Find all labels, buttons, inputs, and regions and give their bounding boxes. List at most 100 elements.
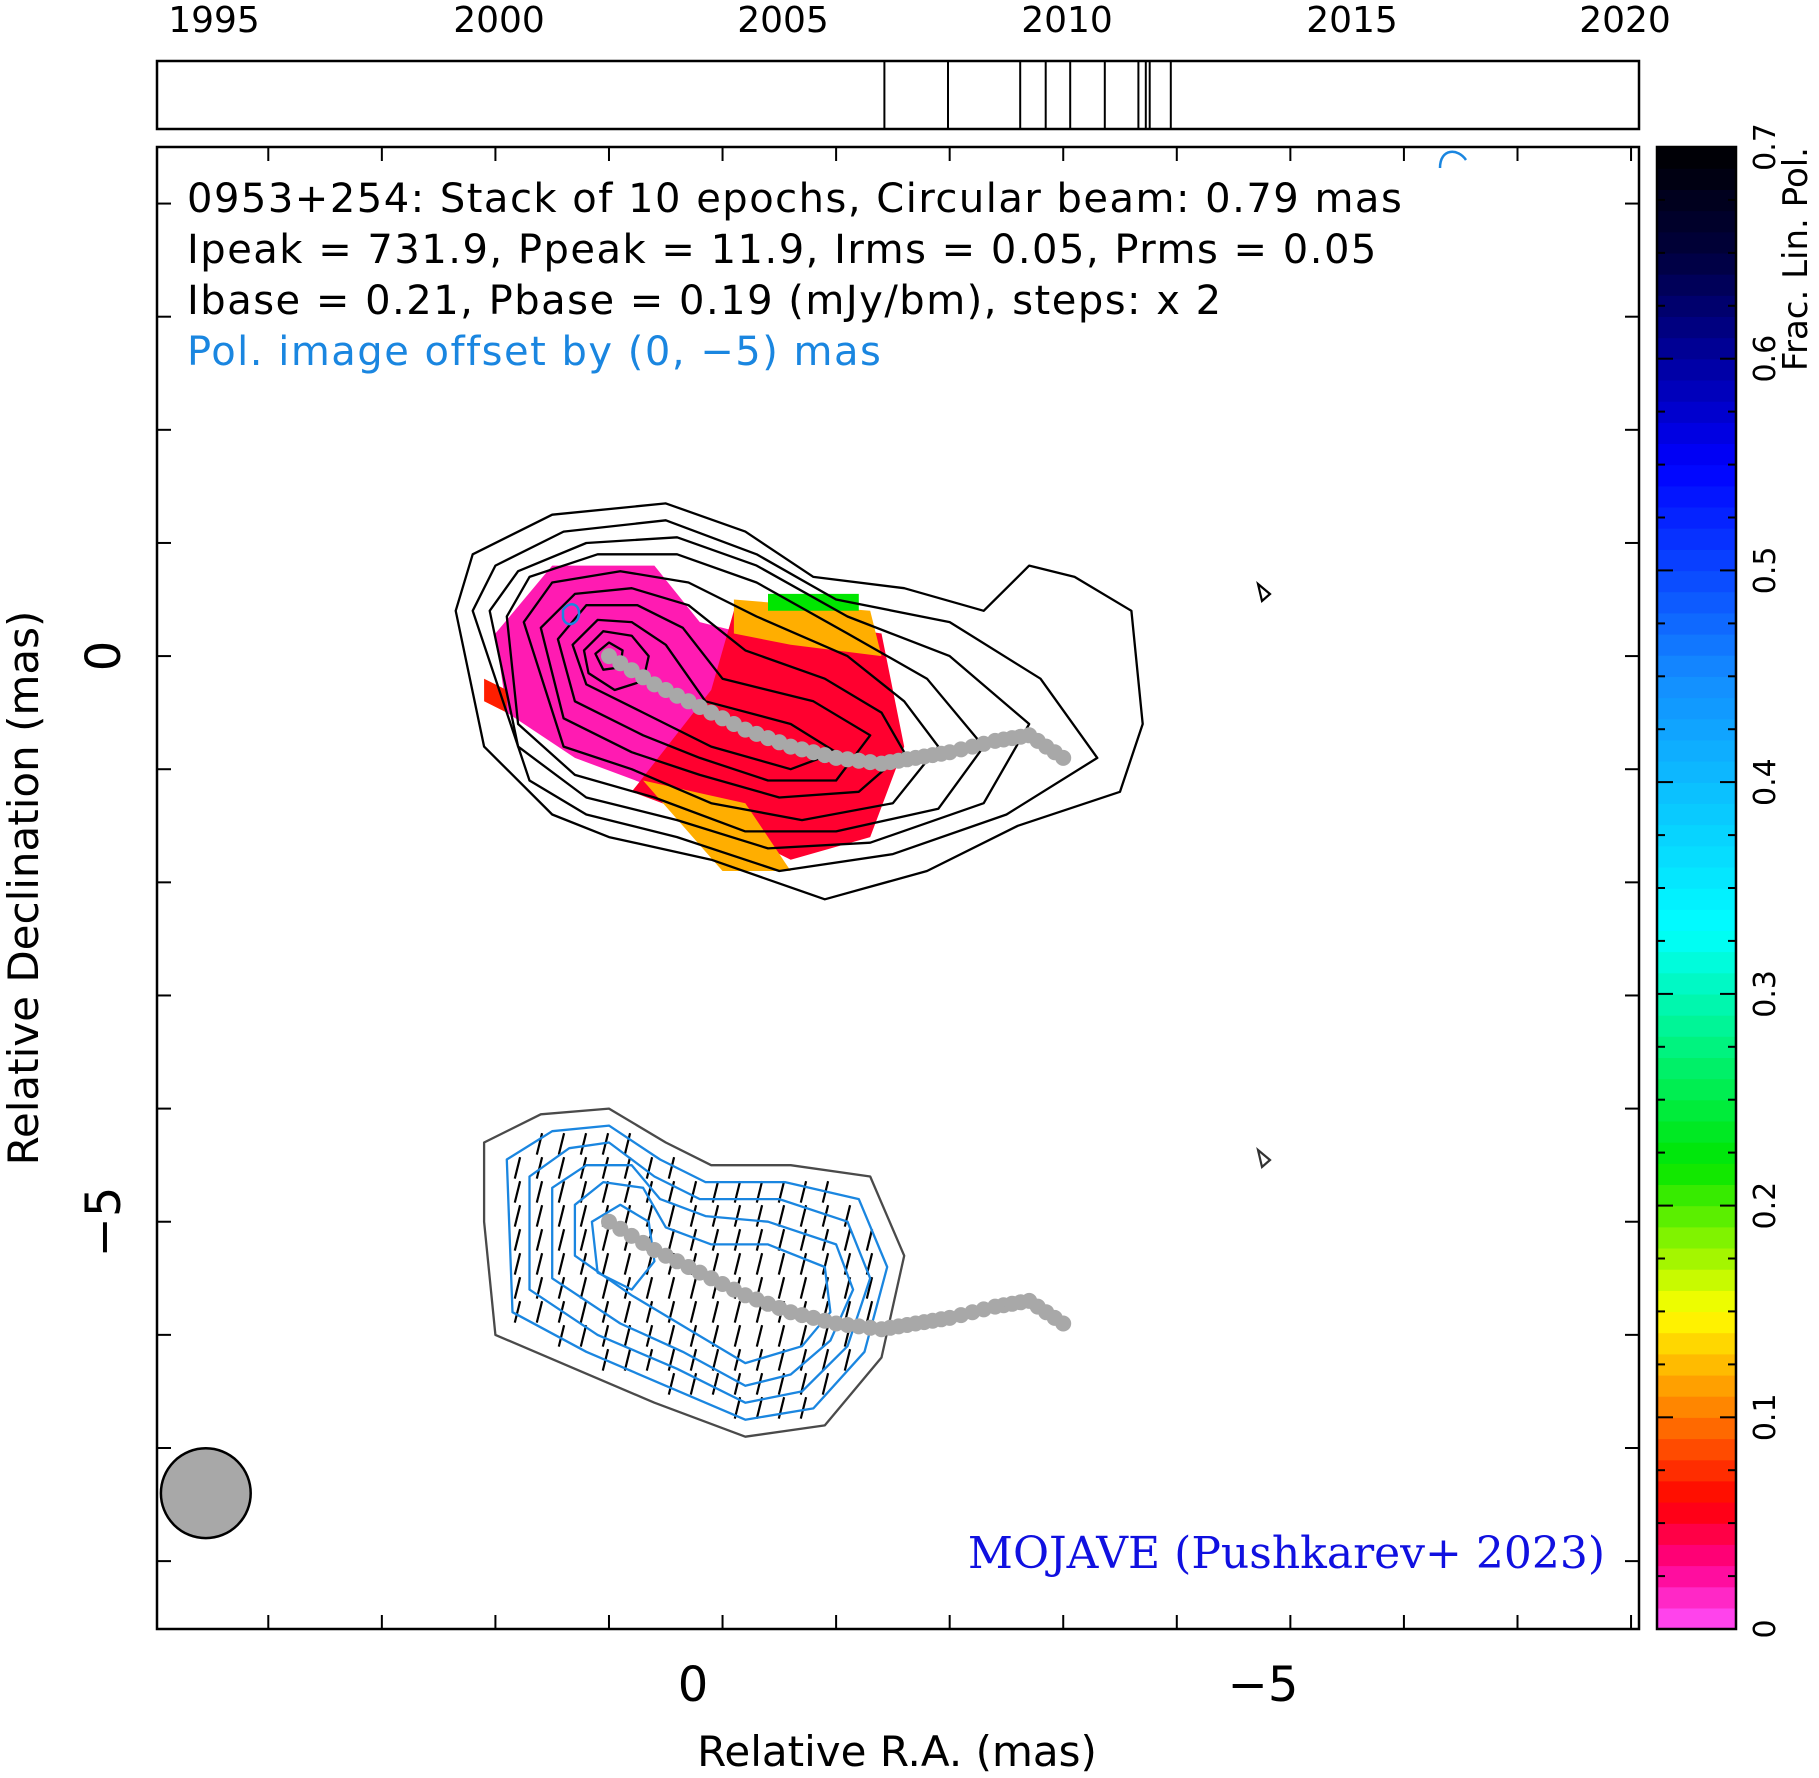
colorbar-step-36 [1657,845,1736,868]
colorbar-tick-label-5: 0.5 [1748,547,1783,595]
evpa-tick-137 [843,1348,852,1371]
beam-ellipse [159,1447,252,1540]
ridge-dot-1 [612,1220,629,1237]
evpa-tick-54 [733,1228,742,1251]
timeline-year-labels: 1995 2000 2005 2010 2015 2020 [168,0,1671,41]
evpa-tick-117 [667,1324,676,1347]
annotation-block: 0953+254: Stack of 10 epochs, Circular b… [187,176,1402,375]
evpa-tick-118 [689,1324,698,1347]
evpa-tick-138 [667,1372,676,1395]
colorbar-tick-label-0: 0 [1748,1619,1783,1638]
evpa-tick-98 [579,1300,588,1323]
evpa-tick-114 [601,1324,610,1347]
evpa-tick-100 [623,1300,632,1323]
epoch-timeline: 1995 2000 2005 2010 2015 2020 [155,0,1671,131]
evpa-tick-123 [799,1324,808,1347]
evpa-tick-7 [557,1156,566,1179]
evpa-tick-103 [689,1300,698,1323]
colorbar-step-44 [1657,676,1736,699]
intensity-contour-4 [522,570,940,822]
evpa-tick-104 [711,1300,720,1323]
ridge-dot-44 [1055,749,1072,766]
colorbar-step-66 [1657,210,1736,233]
colorbar-step-7 [1657,1459,1736,1482]
colorbar-ticks [1657,146,1736,1630]
evpa-tick-11 [645,1156,654,1179]
colorbar-step-3 [1657,1544,1736,1567]
year-label-2010: 2010 [1021,0,1113,41]
colorbar-step-41 [1657,739,1736,762]
evpa-tick-124 [821,1324,830,1347]
colorbar-step-69 [1657,147,1736,169]
evpa-tick-66 [623,1252,632,1275]
colorbar-step-33 [1657,909,1736,931]
evpa-tick-62 [535,1252,544,1275]
colorbar-step-10 [1657,1396,1736,1418]
evpa-tick-39 [755,1204,764,1227]
polarized-contour-1 [505,1124,889,1421]
timeline-epoch-markers [883,61,1172,129]
evpa-tick-19 [645,1180,654,1203]
evpa-tick-2 [579,1132,588,1155]
total-intensity-contours [454,502,1144,901]
evpa-tick-29 [535,1204,544,1227]
colorbar-step-55 [1657,443,1736,466]
colorbar-step-9 [1657,1417,1736,1440]
evpa-tick-63 [557,1252,566,1275]
annotation-line-2: Ipeak = 731.9, Ppeak = 11.9, Irms = 0.05… [187,227,1378,273]
colorbar-step-14 [1657,1311,1736,1334]
colorbar-step-12 [1657,1353,1736,1376]
colorbar-step-42 [1657,718,1736,741]
colorbar-step-62 [1657,295,1736,317]
colorbar-step-19 [1657,1205,1736,1228]
ridge-dot-44 [1055,1315,1072,1332]
evpa-tick-120 [733,1324,742,1347]
colorbar-step-56 [1657,422,1736,444]
colorbar-step-24 [1657,1099,1736,1122]
evpa-tick-99 [601,1300,610,1323]
colorbar-step-27 [1657,1036,1736,1058]
evpa-tick-95 [513,1300,522,1323]
evpa-tick-91 [799,1276,808,1299]
ridge-line-intensity [601,648,1072,772]
stray-contour-knot-1 [1256,581,1272,604]
colorbar-step-29 [1657,993,1736,1016]
colorbar-tick-label-2: 0.2 [1748,1182,1783,1230]
evpa-tick-4 [623,1132,632,1155]
evpa-tick-78 [513,1276,522,1299]
colorbar-step-28 [1657,1015,1736,1037]
evpa-tick-130 [689,1348,698,1371]
colorbar-step-63 [1657,274,1736,296]
jet-ridge-lines [601,648,1072,1338]
evpa-tick-80 [557,1276,566,1299]
colorbar-step-58 [1657,379,1736,402]
polarized-contour-0 [482,1107,906,1438]
intensity-contour-0 [454,502,1144,901]
colorbar-step-43 [1657,697,1736,720]
colorbar-step-35 [1657,866,1736,889]
evpa-tick-1 [557,1132,566,1155]
colorbar-step-37 [1657,824,1736,847]
timeline-frame [155,59,1641,131]
evpa-tick-131 [711,1348,720,1371]
colorbar-step-23 [1657,1120,1736,1143]
colorbar-step-8 [1657,1438,1736,1461]
evpa-tick-96 [535,1300,544,1323]
colorbar-tick-label-1: 0.1 [1748,1393,1783,1441]
evpa-tick-61 [513,1252,522,1275]
evpa-tick-122 [777,1324,786,1347]
stray-contour-top [1438,150,1468,169]
evpa-tick-6 [535,1156,544,1179]
frac-pol-region-3 [768,593,859,611]
evpa-tick-64 [579,1252,588,1275]
intensity-contour-7 [571,618,838,771]
evpa-tick-15 [557,1180,566,1203]
beam-circle [159,1447,252,1540]
colorbar-step-64 [1657,252,1736,275]
evpa-tick-74 [799,1252,808,1275]
x-tick-label-minus5: −5 [1228,1657,1299,1713]
evpa-ticks [513,1132,874,1419]
evpa-tick-90 [777,1276,786,1299]
colorbar-step-16 [1657,1269,1736,1291]
